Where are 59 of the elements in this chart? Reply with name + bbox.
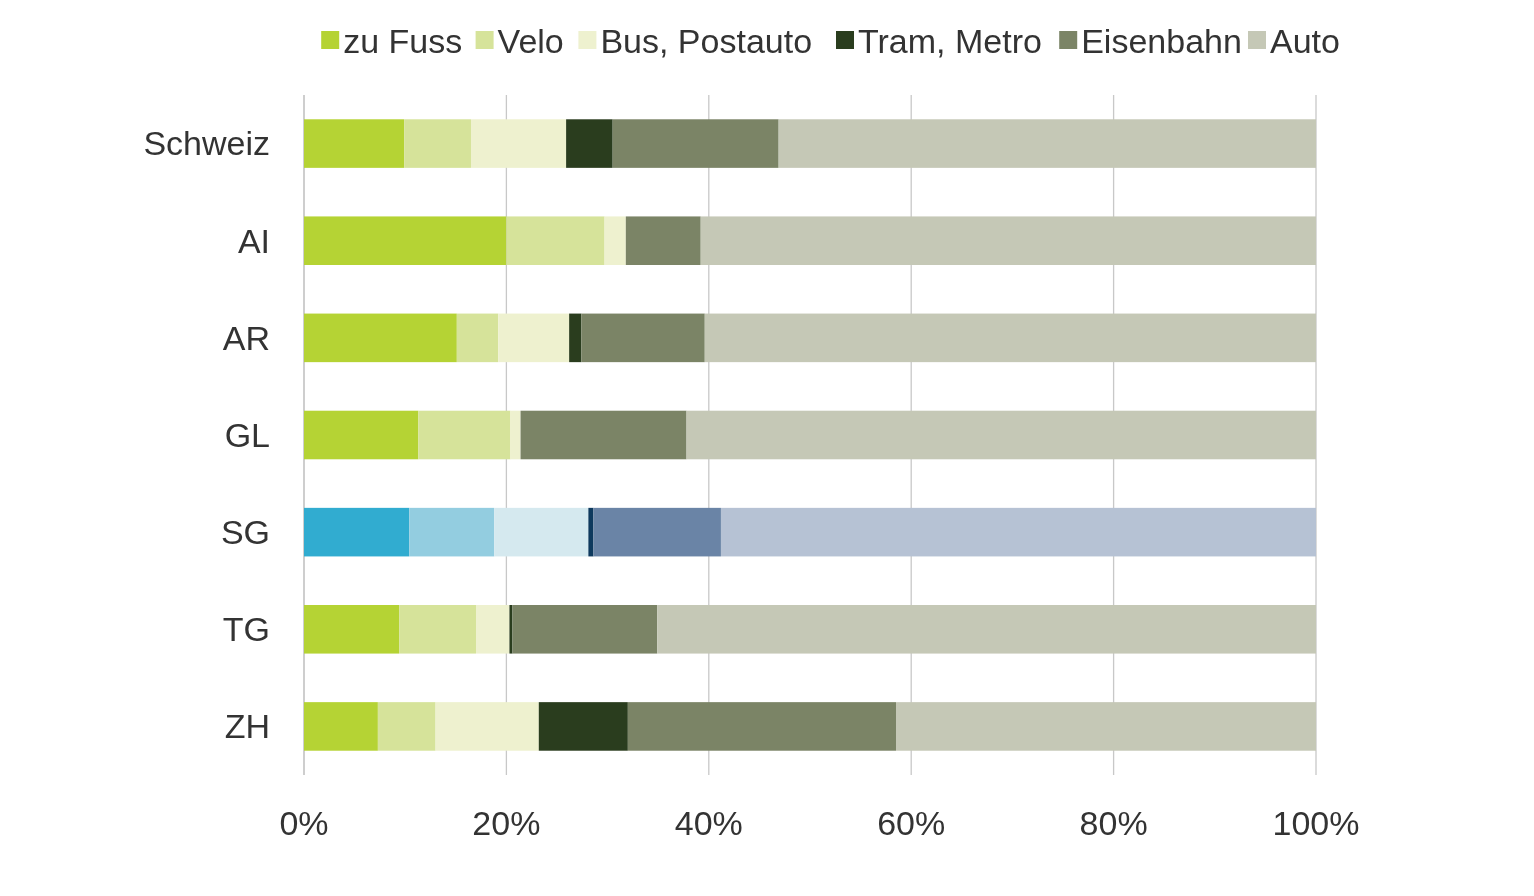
x-tick-label: 20% — [472, 804, 541, 842]
bar — [506, 216, 605, 265]
bar — [588, 507, 594, 557]
bar — [498, 313, 570, 363]
bar — [304, 410, 419, 460]
bar — [778, 119, 1316, 168]
bar — [418, 410, 511, 460]
x-tick-label: 100% — [1272, 804, 1360, 842]
bar — [404, 119, 471, 168]
bar — [704, 313, 1316, 363]
legend-label: Eisenbahn — [1081, 21, 1242, 60]
bar — [476, 605, 510, 654]
bar — [625, 216, 701, 265]
y-tick-label: AI — [237, 221, 270, 260]
bar — [399, 605, 477, 654]
y-tick-label: AR — [222, 318, 270, 357]
bar — [566, 119, 613, 168]
bar — [604, 216, 626, 265]
legend-label: Velo — [497, 21, 564, 60]
legend-label: Tram, Metro — [858, 21, 1042, 60]
legend-label: Bus, Postauto — [600, 21, 813, 60]
bar — [470, 119, 567, 168]
bar — [896, 702, 1316, 751]
bar — [581, 313, 705, 363]
y-tick-label: ZH — [224, 707, 270, 746]
x-tick-label: 80% — [1079, 804, 1148, 842]
x-tick-label: 0% — [279, 804, 329, 842]
bar — [612, 119, 779, 168]
bar — [456, 313, 499, 363]
y-tick-label: SG — [220, 513, 270, 552]
bar — [304, 216, 507, 265]
bar — [377, 702, 436, 751]
bar — [494, 507, 589, 557]
x-tick-label: 60% — [877, 804, 946, 842]
bar — [512, 605, 658, 654]
bar — [304, 119, 405, 168]
bar — [520, 410, 687, 460]
bar — [593, 507, 721, 557]
bar — [686, 410, 1316, 460]
bar — [435, 702, 539, 751]
bar — [304, 507, 410, 557]
x-tick-label: 40% — [674, 804, 743, 842]
bar — [510, 410, 521, 460]
bar — [569, 313, 582, 363]
bar — [509, 605, 513, 654]
legend-label: zu Fuss — [343, 21, 463, 60]
bar — [304, 702, 378, 751]
y-tick-label: GL — [224, 415, 270, 454]
bar — [720, 507, 1316, 557]
legend-label: Auto — [1270, 21, 1340, 60]
bar — [700, 216, 1316, 265]
bar — [538, 702, 628, 751]
bar — [304, 605, 400, 654]
bar — [304, 313, 457, 363]
y-tick-label: TG — [222, 610, 270, 649]
bar — [409, 507, 495, 557]
bar — [657, 605, 1316, 654]
bar — [627, 702, 897, 751]
y-tick-label: Schweiz — [143, 124, 270, 163]
